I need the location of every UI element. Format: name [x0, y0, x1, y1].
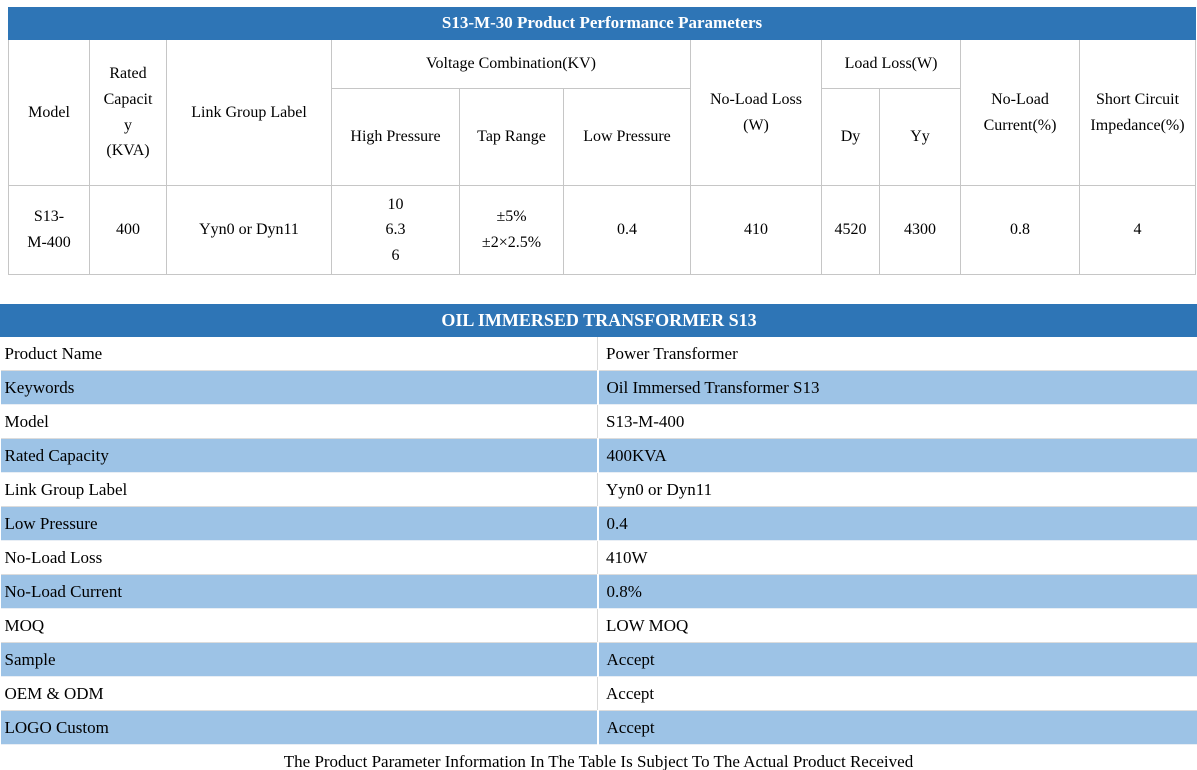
header-link-group-label: Link Group Label — [166, 39, 332, 186]
product-row: Model S13-M-400 — [0, 404, 1197, 439]
product-row: OEM & ODM Accept — [0, 676, 1197, 711]
header-short-circuit-impedance: Short Circuit Impedance(%) — [1078, 39, 1197, 186]
header-low-pressure: Low Pressure — [563, 88, 691, 186]
product-row: Sample Accept — [0, 642, 1197, 677]
header-load-loss: Load Loss(W) — [821, 39, 961, 89]
performance-table-title: S13-M-30 Product Performance Parameters — [7, 7, 1197, 40]
header-no-load-loss: No-Load Loss (W) — [690, 39, 822, 186]
product-row: LOGO Custom Accept — [0, 710, 1197, 745]
product-row-value: Power Transformer — [597, 336, 1197, 371]
product-row-label: Model — [0, 404, 598, 439]
header-model: Model — [8, 39, 90, 186]
header-rated-capacity: Rated Capacit y (KVA) — [89, 39, 167, 186]
performance-data-row: S13- M-400 400 Yyn0 or Dyn11 10 6.3 6 ±5… — [8, 185, 1197, 275]
footer-note: The Product Parameter Information In The… — [283, 752, 914, 770]
product-row: MOQ LOW MOQ — [0, 608, 1197, 643]
cell-rated-capacity: 400 — [89, 185, 167, 275]
product-row-value: Accept — [596, 710, 1197, 745]
cell-no-load-current: 0.8 — [960, 185, 1080, 275]
product-row-value: 0.8% — [596, 574, 1197, 609]
product-row: No-Load Current 0.8% — [0, 574, 1197, 609]
header-dy: Dy — [821, 88, 880, 186]
product-table: OIL IMMERSED TRANSFORMER S13 Product Nam… — [0, 304, 1197, 745]
cell-tap-range: ±5% ±2×2.5% — [459, 185, 564, 275]
product-row: Keywords Oil Immersed Transformer S13 — [0, 370, 1197, 405]
cell-yy: 4300 — [879, 185, 961, 275]
performance-table: S13-M-30 Product Performance Parameters … — [7, 7, 1197, 275]
header-no-load-current: No-Load Current(%) — [960, 39, 1080, 186]
product-row: Rated Capacity 400KVA — [0, 438, 1197, 473]
product-row-value: Accept — [596, 642, 1197, 677]
product-row-label: Sample — [0, 642, 598, 677]
product-row-label: LOGO Custom — [0, 710, 598, 745]
cell-model: S13- M-400 — [8, 185, 90, 275]
cell-short-circuit-impedance: 4 — [1078, 185, 1197, 275]
product-row-value: S13-M-400 — [597, 404, 1197, 439]
product-row: No-Load Loss 410W — [0, 540, 1197, 575]
header-high-pressure: High Pressure — [331, 88, 460, 186]
product-row-value: LOW MOQ — [597, 608, 1197, 643]
product-row-value: 400KVA — [596, 438, 1197, 473]
product-row-value: 410W — [597, 540, 1197, 575]
product-row-label: Low Pressure — [0, 506, 598, 541]
header-voltage-combination: Voltage Combination(KV) — [331, 39, 691, 89]
product-table-title: OIL IMMERSED TRANSFORMER S13 — [0, 304, 1197, 337]
product-row-label: Link Group Label — [0, 472, 598, 507]
product-row-value: Yyn0 or Dyn11 — [597, 472, 1197, 507]
header-yy: Yy — [879, 88, 961, 186]
cell-dy: 4520 — [821, 185, 880, 275]
product-row-label: Rated Capacity — [0, 438, 598, 473]
cell-low-pressure: 0.4 — [563, 185, 691, 275]
cell-high-pressure: 10 6.3 6 — [331, 185, 460, 275]
product-row-label: No-Load Current — [0, 574, 598, 609]
product-row-label: OEM & ODM — [0, 676, 598, 711]
product-row-label: No-Load Loss — [0, 540, 598, 575]
cell-link-group-label: Yyn0 or Dyn11 — [166, 185, 332, 275]
product-row-label: Product Name — [0, 336, 598, 371]
product-row-label: Keywords — [0, 370, 598, 405]
product-row-value: Accept — [597, 676, 1197, 711]
product-row-value: Oil Immersed Transformer S13 — [596, 370, 1197, 405]
header-tap-range: Tap Range — [459, 88, 564, 186]
cell-no-load-loss: 410 — [690, 185, 822, 275]
product-row: Low Pressure 0.4 — [0, 506, 1197, 541]
product-row-value: 0.4 — [596, 506, 1197, 541]
product-row: Product Name Power Transformer — [0, 336, 1197, 371]
product-row: Link Group Label Yyn0 or Dyn11 — [0, 472, 1197, 507]
product-row-label: MOQ — [0, 608, 598, 643]
